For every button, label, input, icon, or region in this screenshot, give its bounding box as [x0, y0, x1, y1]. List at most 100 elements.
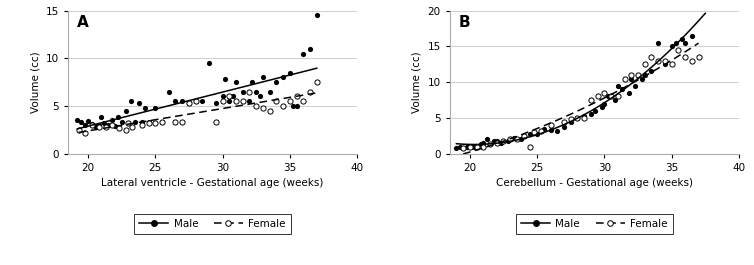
- Point: [223, 99, 235, 103]
- Point: [244, 90, 256, 94]
- Point: [125, 99, 137, 103]
- Point: [659, 59, 671, 63]
- Point: [237, 90, 249, 94]
- Point: [558, 120, 570, 124]
- Text: B: B: [458, 15, 470, 30]
- Point: [244, 99, 256, 103]
- Point: [290, 104, 302, 108]
- Point: [592, 94, 604, 99]
- Point: [676, 37, 688, 41]
- Point: [611, 84, 624, 88]
- Point: [196, 99, 208, 103]
- Point: [93, 123, 105, 127]
- Point: [625, 73, 637, 77]
- Point: [585, 98, 597, 102]
- Point: [109, 124, 121, 128]
- Point: [82, 119, 94, 123]
- Point: [100, 125, 112, 129]
- Point: [79, 123, 91, 127]
- Point: [491, 141, 503, 145]
- Point: [585, 112, 597, 117]
- Point: [170, 120, 182, 124]
- Point: [129, 120, 141, 124]
- Point: [692, 55, 704, 59]
- Point: [72, 128, 84, 132]
- Point: [271, 99, 283, 103]
- Point: [86, 122, 98, 126]
- Point: [616, 87, 628, 91]
- Point: [227, 94, 239, 99]
- Point: [666, 44, 678, 48]
- Point: [636, 77, 648, 81]
- Point: [120, 128, 132, 132]
- Point: [515, 137, 527, 142]
- Point: [645, 69, 657, 74]
- Point: [203, 61, 215, 65]
- Point: [602, 94, 615, 99]
- Point: [250, 90, 262, 94]
- Point: [284, 99, 296, 103]
- Point: [501, 139, 513, 143]
- Point: [457, 146, 469, 150]
- Point: [659, 62, 671, 67]
- Point: [149, 106, 161, 110]
- Point: [284, 70, 296, 75]
- Point: [219, 77, 231, 81]
- Point: [625, 77, 637, 81]
- Point: [455, 145, 467, 149]
- Point: [297, 99, 309, 103]
- Point: [254, 94, 266, 99]
- Point: [495, 141, 507, 145]
- Point: [518, 134, 530, 138]
- Point: [176, 120, 188, 124]
- Point: [639, 62, 651, 67]
- Y-axis label: Volume (cc): Volume (cc): [30, 51, 40, 113]
- Point: [89, 124, 101, 128]
- Point: [632, 73, 644, 77]
- Point: [257, 106, 269, 110]
- Point: [311, 13, 323, 17]
- Point: [113, 126, 125, 130]
- Point: [488, 139, 500, 143]
- Point: [127, 125, 139, 129]
- Point: [679, 41, 691, 45]
- Point: [264, 109, 276, 113]
- Point: [136, 123, 148, 127]
- Point: [210, 101, 222, 105]
- Point: [264, 90, 276, 94]
- Point: [149, 121, 161, 125]
- Point: [98, 121, 110, 125]
- Point: [230, 99, 242, 103]
- Point: [524, 144, 536, 149]
- Y-axis label: Volume (cc): Volume (cc): [412, 51, 421, 113]
- Point: [508, 136, 520, 140]
- Point: [304, 47, 316, 51]
- Point: [572, 116, 584, 120]
- Point: [143, 120, 155, 124]
- Point: [156, 120, 168, 124]
- Point: [170, 99, 182, 103]
- Point: [216, 99, 228, 103]
- Point: [120, 109, 132, 113]
- Point: [311, 80, 323, 84]
- Point: [605, 94, 617, 99]
- Point: [75, 120, 87, 124]
- Point: [565, 117, 577, 121]
- Point: [544, 128, 556, 132]
- Point: [652, 41, 664, 45]
- Point: [237, 99, 249, 103]
- Point: [190, 99, 202, 103]
- Point: [190, 99, 202, 103]
- Point: [491, 139, 503, 143]
- Point: [599, 91, 611, 95]
- Point: [686, 34, 698, 38]
- Point: [257, 75, 269, 80]
- Point: [639, 73, 651, 77]
- X-axis label: Cerebellum - Gestational age (weeks): Cerebellum - Gestational age (weeks): [496, 178, 693, 188]
- Point: [666, 62, 678, 67]
- Point: [504, 137, 516, 142]
- Point: [112, 115, 124, 120]
- Point: [115, 120, 127, 124]
- Point: [246, 80, 258, 84]
- Point: [544, 123, 556, 127]
